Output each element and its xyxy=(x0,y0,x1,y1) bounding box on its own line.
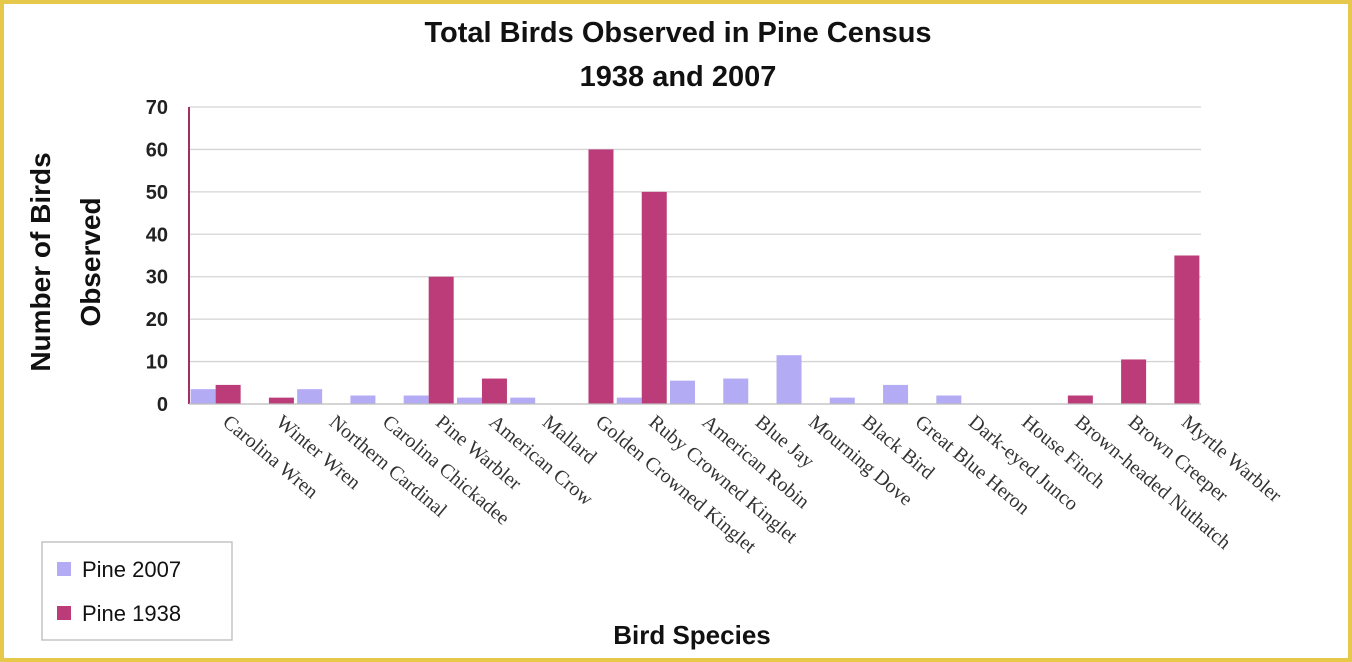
bar-pine-1938-brown-headed-nuthatch xyxy=(1067,395,1093,404)
x-axis-label: Bird Species xyxy=(613,620,771,650)
bar-pine-1938-american-crow xyxy=(481,378,507,404)
bar-pine-2007-northern-cardinal xyxy=(297,389,323,404)
bar-pine-1938-ruby-crowned-kinglet xyxy=(641,191,667,404)
legend-box xyxy=(41,541,233,641)
y-tick-label: 10 xyxy=(146,352,168,374)
chart-title: Total Birds Observed in Pine Census xyxy=(424,17,931,49)
bar-chart: Total Birds Observed in Pine Census 1938… xyxy=(25,17,1286,650)
bar-pine-2007-mallard xyxy=(510,397,536,404)
chart-subtitle: 1938 and 2007 xyxy=(580,61,777,93)
y-tick-label: 70 xyxy=(146,97,168,119)
bar-pine-2007-pine-warbler xyxy=(403,395,429,404)
y-tick-label: 0 xyxy=(157,394,168,416)
bar-pine-2007-black-bird xyxy=(829,397,855,404)
legend-label-pine-2007: Pine 2007 xyxy=(82,557,181,582)
y-tick-label: 30 xyxy=(146,267,168,289)
bar-pine-1938-golden-crowned-kinglet xyxy=(588,149,614,404)
legend-swatch-pine-1938 xyxy=(57,606,71,620)
y-axis-label-line-2: Observed xyxy=(75,197,106,326)
bar-pine-1938-brown-creeper xyxy=(1121,359,1147,404)
bar-pine-2007-carolina-wren xyxy=(190,389,216,404)
bar-pine-2007-american-crow xyxy=(456,397,482,404)
bar-pine-1938-carolina-wren xyxy=(215,384,241,404)
legend-swatch-pine-2007 xyxy=(57,562,71,576)
bar-pine-2007-carolina-chickadee xyxy=(350,395,376,404)
chart-frame: Total Birds Observed in Pine Census 1938… xyxy=(4,4,1348,658)
bar-pine-2007-blue-jay xyxy=(723,378,749,404)
legend-label-pine-1938: Pine 1938 xyxy=(82,601,181,626)
legend: Pine 2007 Pine 1938 xyxy=(41,541,233,641)
y-axis-label-line-1: Number of Birds xyxy=(25,152,56,371)
bar-pine-2007-mourning-dove xyxy=(776,355,802,404)
bar-pine-2007-great-blue-heron xyxy=(883,384,909,404)
y-tick-label: 40 xyxy=(146,224,168,246)
y-tick-label: 60 xyxy=(146,139,168,161)
bar-pine-2007-dark-eyed-junco xyxy=(936,395,962,404)
bar-pine-1938-pine-warbler xyxy=(428,276,454,404)
bar-pine-2007-american-robin xyxy=(670,380,695,404)
bar-pine-2007-ruby-crowned-kinglet xyxy=(616,397,642,404)
y-tick-label: 20 xyxy=(146,309,168,331)
bar-pine-1938-winter-wren xyxy=(268,397,294,404)
bar-pine-1938-myrtle-warbler xyxy=(1174,255,1200,404)
y-tick-label: 50 xyxy=(146,182,168,204)
